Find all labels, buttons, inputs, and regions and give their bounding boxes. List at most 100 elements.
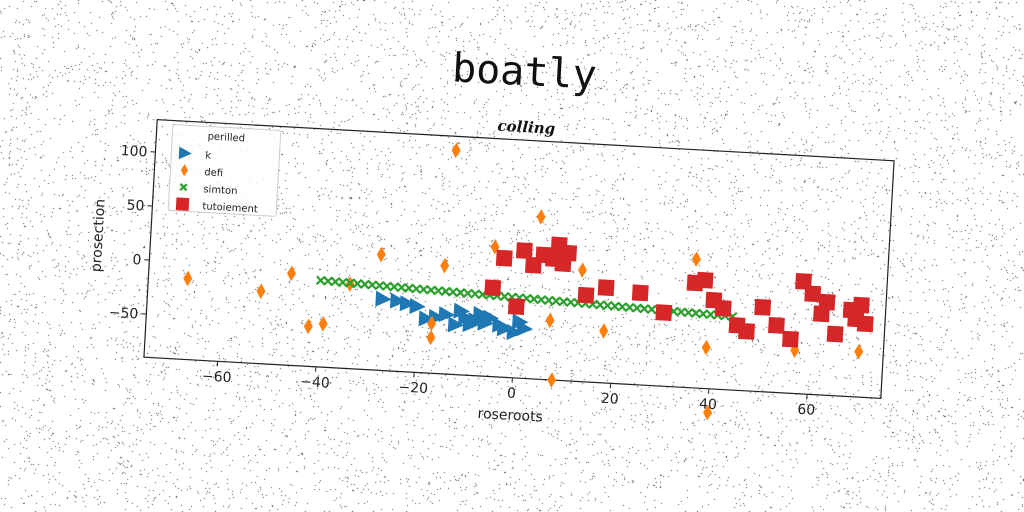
data-point (768, 316, 785, 334)
y-axis-label: prosection (89, 198, 109, 272)
data-point (484, 279, 502, 297)
data-point (499, 291, 510, 302)
y-tick-label: −50 (108, 305, 138, 323)
legend-label: k (205, 150, 212, 161)
data-point (447, 316, 465, 333)
data-point (303, 318, 313, 335)
data-point (536, 294, 547, 305)
data-point (782, 330, 799, 348)
data-point (496, 320, 514, 337)
data-point (404, 283, 414, 294)
y-tick-label: 100 (120, 143, 148, 160)
legend-marker (175, 197, 190, 211)
data-points (183, 142, 874, 421)
data-point (597, 279, 615, 297)
y-axis-ticks: −50 0 50 100 (108, 143, 156, 323)
data-point (318, 316, 328, 332)
legend-entries: k defi simton tutoiement (175, 146, 258, 215)
x-axis-label: roseroots (477, 406, 543, 426)
data-point (426, 285, 436, 296)
data-point (440, 286, 451, 297)
legend-marker (178, 146, 192, 160)
data-point (602, 300, 613, 311)
x-tick-label: −60 (202, 368, 232, 386)
data-point (381, 281, 392, 292)
data-point (399, 295, 417, 312)
legend-title: perilled (207, 131, 245, 144)
series-1 (183, 142, 864, 421)
data-point (529, 294, 539, 305)
data-point (536, 209, 546, 225)
data-point (595, 299, 606, 310)
data-point (854, 343, 864, 360)
x-tick-label: 40 (699, 396, 718, 413)
data-point (345, 278, 356, 288)
data-point (337, 277, 348, 288)
data-point (374, 280, 385, 291)
data-point (455, 287, 466, 298)
data-point (696, 271, 714, 289)
data-point (543, 295, 554, 306)
data-point (396, 282, 407, 293)
data-point (714, 299, 732, 317)
chart-title: colling (497, 117, 556, 138)
x-tick-label: 0 (507, 386, 517, 402)
data-point (515, 242, 533, 260)
x-tick-label: 20 (600, 391, 619, 408)
data-point (516, 320, 533, 337)
data-point (389, 281, 400, 292)
data-point (818, 293, 836, 311)
data-point (703, 404, 713, 421)
data-point (376, 246, 386, 263)
data-point (451, 142, 461, 159)
data-point (458, 309, 475, 326)
data-point (690, 308, 701, 319)
x-axis-ticks: −60 −40 −20 0 20 40 60 (202, 361, 816, 419)
data-point (506, 324, 523, 340)
data-point (646, 304, 657, 315)
data-point (631, 284, 649, 302)
legend-label: tutoiement (202, 201, 258, 215)
data-point (545, 312, 555, 329)
legend-label: defi (204, 167, 223, 179)
data-point (683, 307, 694, 318)
data-point (655, 304, 673, 322)
x-tick-label: −20 (398, 379, 428, 397)
data-point (409, 297, 426, 314)
figure-title: boatly (451, 45, 598, 98)
plot-area: colling −60 −40 −20 0 20 40 60 −50 0 50 100 roser… (89, 117, 895, 426)
data-point (511, 313, 529, 330)
data-point (323, 276, 334, 287)
data-point (453, 302, 470, 319)
data-point (490, 239, 500, 255)
data-point (448, 287, 459, 297)
data-point (705, 309, 716, 320)
data-point (577, 286, 595, 304)
data-point (418, 284, 429, 295)
data-point (551, 296, 562, 306)
data-point (389, 292, 407, 309)
data-point (599, 323, 609, 339)
data-point (330, 276, 341, 287)
data-point (433, 285, 444, 296)
data-point (698, 308, 709, 319)
data-point (482, 309, 500, 326)
x-tick-label: −40 (300, 374, 330, 392)
data-point (609, 301, 620, 312)
data-point (411, 283, 422, 294)
data-point (183, 270, 193, 287)
data-point (639, 303, 650, 314)
legend-label: simton (203, 184, 238, 197)
data-point (738, 322, 755, 340)
data-point (440, 257, 450, 274)
data-point (427, 315, 437, 332)
data-point (375, 290, 392, 307)
y-tick-label: 50 (126, 198, 145, 215)
data-point (287, 265, 297, 282)
data-point (470, 288, 481, 299)
data-point (438, 306, 455, 323)
data-point (617, 301, 628, 312)
y-tick-label: 0 (132, 252, 142, 268)
legend-marker (180, 163, 189, 177)
